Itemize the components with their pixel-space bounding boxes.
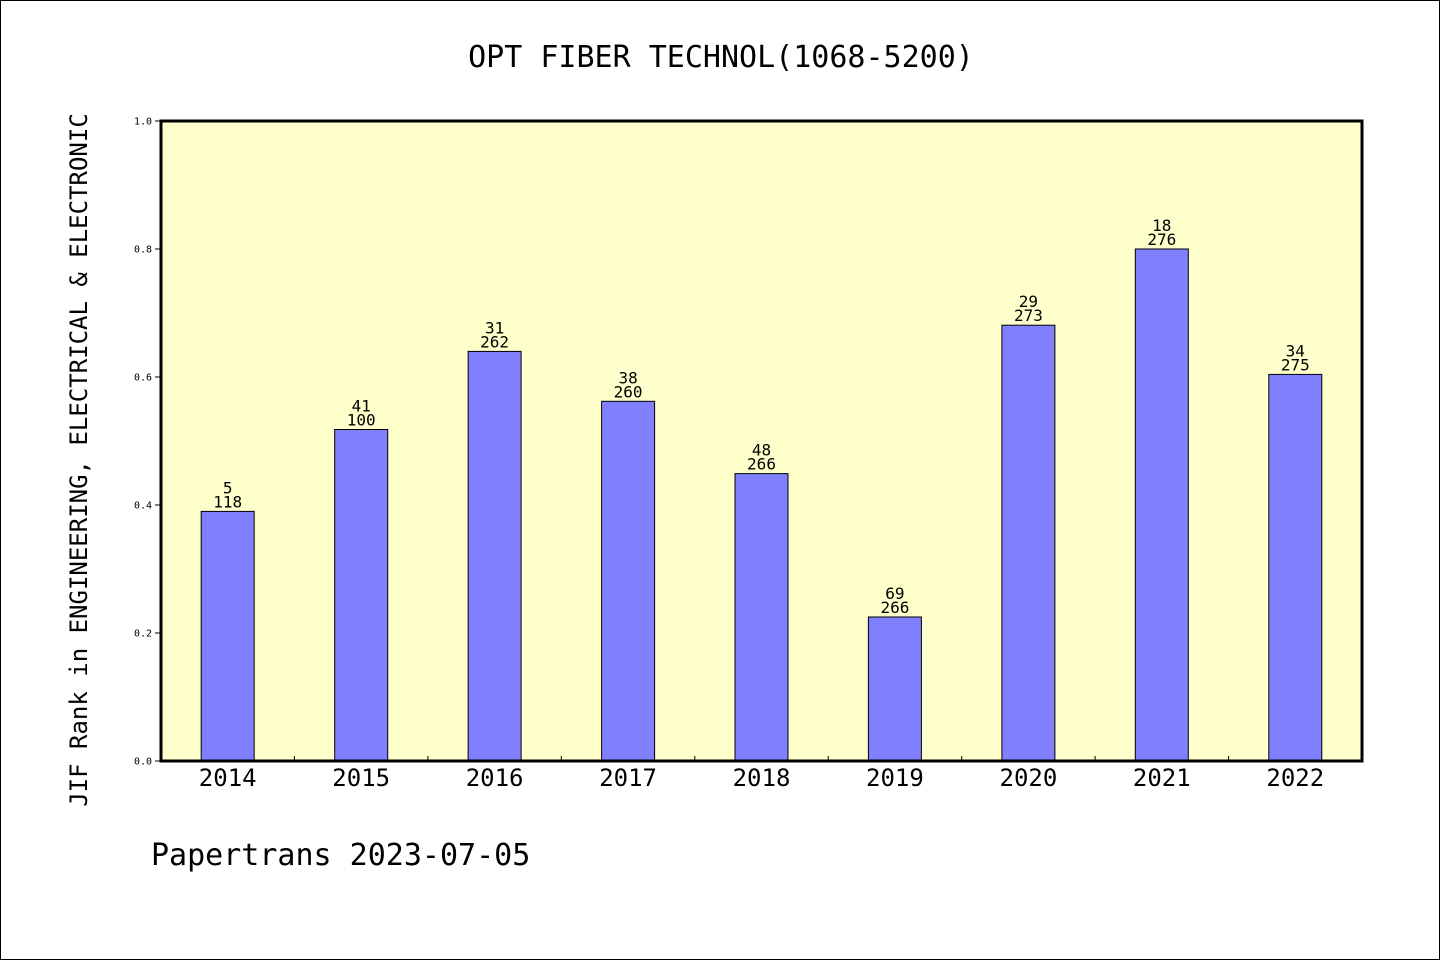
bar-rank-label-2021: 18 (1152, 216, 1171, 235)
bar-total-label-2014: 118 (213, 492, 242, 511)
y-tick-label: 1.0 (134, 117, 152, 128)
y-tick-label: 0.4 (134, 501, 152, 512)
bar-total-label-2021: 276 (1147, 230, 1176, 249)
bar-2021 (1134, 248, 1189, 762)
bar-total-label-2020: 273 (1014, 306, 1043, 325)
bar-2016 (467, 350, 522, 762)
bar-rank-label-2015: 41 (352, 397, 371, 416)
x-tick-label-2016: 2016 (466, 764, 524, 792)
chart-title: OPT FIBER TECHNOL(1068-5200) (468, 40, 974, 75)
y-tick-label: 0.0 (134, 757, 152, 768)
x-tick-label-2020: 2020 (1000, 764, 1058, 792)
x-ticks-group: 2014 2015 2016 2017 2018 2019 2020 2021 2022 (199, 756, 1324, 792)
bar-rank-label-2019: 69 (885, 584, 904, 603)
bar-rank-label-2017: 38 (618, 368, 637, 387)
x-tick-label-2019: 2019 (866, 764, 924, 792)
x-tick-label-2014: 2014 (199, 764, 257, 792)
y-tick-label: 0.8 (134, 245, 152, 256)
x-tick-label-2017: 2017 (599, 764, 657, 792)
bar-2018 (734, 473, 789, 762)
bar-2015 (334, 429, 389, 762)
y-ticks-group: 0.0 0.2 0.4 0.6 0.8 1.0 (134, 117, 161, 768)
y-tick-label: 0.2 (134, 629, 152, 640)
bar-total-label-2019: 266 (880, 598, 909, 617)
bar-rank-label-2014: 5 (223, 478, 233, 497)
bar-2020 (1001, 324, 1056, 762)
bar-total-label-2022: 275 (1281, 355, 1310, 374)
bar-rank-label-2020: 29 (1019, 292, 1038, 311)
bar-2017 (601, 400, 656, 762)
bar-2022 (1268, 373, 1323, 762)
bar-rank-label-2018: 48 (752, 441, 771, 460)
y-tick-label: 0.6 (134, 373, 152, 384)
bars-group (200, 248, 1323, 762)
x-tick-label-2018: 2018 (733, 764, 791, 792)
plot-border (159, 119, 1364, 763)
x-tick-label-2021: 2021 (1133, 764, 1191, 792)
footer-credit: Papertrans 2023-07-05 (151, 838, 530, 873)
bar-total-label-2016: 262 (480, 332, 509, 351)
bar-rank-label-2022: 34 (1286, 341, 1305, 360)
bar-total-label-2018: 266 (747, 455, 776, 474)
x-tick-label-2022: 2022 (1266, 764, 1324, 792)
bar-total-label-2017: 260 (614, 382, 643, 401)
bar-rank-label-2016: 31 (485, 318, 504, 337)
bar-labels-group: 5118411003126238260482666926629273182763… (213, 216, 1310, 617)
y-axis-label: JIF Rank in ENGINEERING, ELECTRICAL & EL… (65, 113, 93, 807)
bar-2014 (200, 510, 255, 762)
bar-total-label-2015: 100 (347, 411, 376, 430)
bar-2019 (867, 616, 922, 762)
x-tick-label-2015: 2015 (332, 764, 390, 792)
